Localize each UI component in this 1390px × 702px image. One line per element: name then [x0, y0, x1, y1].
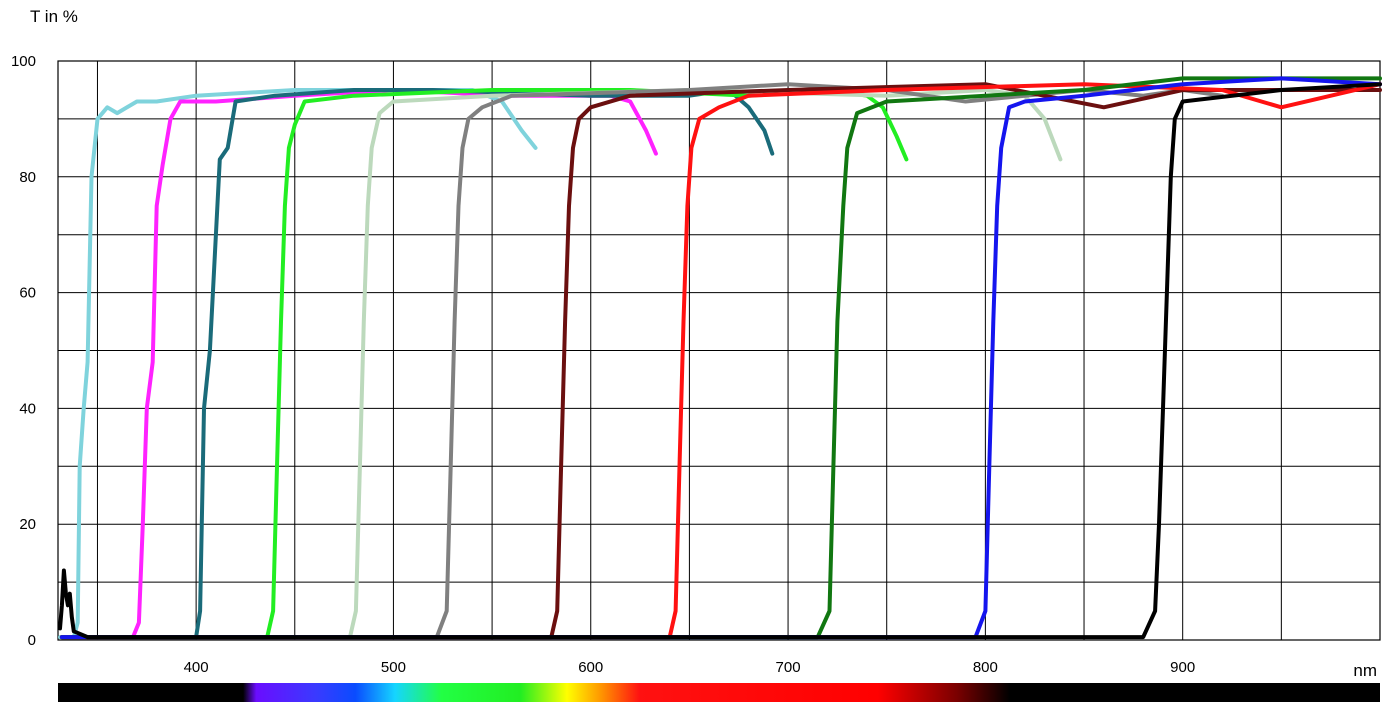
grid-lines	[57, 60, 1381, 641]
series-line-5	[59, 88, 1063, 640]
series-line-4	[59, 88, 909, 640]
y-tick-label: 100	[11, 53, 36, 70]
series-line-11	[58, 82, 1382, 640]
y-tick-label: 80	[19, 169, 36, 186]
series-line-1	[58, 88, 538, 640]
y-tick-label: 60	[19, 285, 36, 302]
x-tick-label: 600	[578, 659, 603, 676]
tick-labels: 400 500 600 700 800 900 0 20 40 60 80 100	[11, 53, 1195, 676]
y-tick-label: 0	[28, 632, 36, 649]
series-line-9	[59, 76, 1382, 640]
x-tick-label: 700	[776, 659, 801, 676]
x-tick-label: 500	[381, 659, 406, 676]
x-tick-label: 800	[973, 659, 998, 676]
y-tick-label: 20	[19, 516, 36, 533]
x-tick-label: 900	[1170, 659, 1195, 676]
series-line-6	[59, 82, 1225, 640]
spectrum-color-bar	[58, 683, 1380, 702]
x-tick-label: 400	[184, 659, 209, 676]
series-line-3	[59, 88, 775, 640]
y-axis-label: T in %	[30, 7, 78, 26]
series-line-10	[59, 76, 1382, 640]
plot-frame	[57, 60, 1381, 641]
y-tick-label: 40	[19, 400, 36, 417]
spectral-curves	[58, 76, 1382, 640]
x-axis-label: nm	[1353, 661, 1377, 680]
series-line-8	[59, 82, 1382, 640]
